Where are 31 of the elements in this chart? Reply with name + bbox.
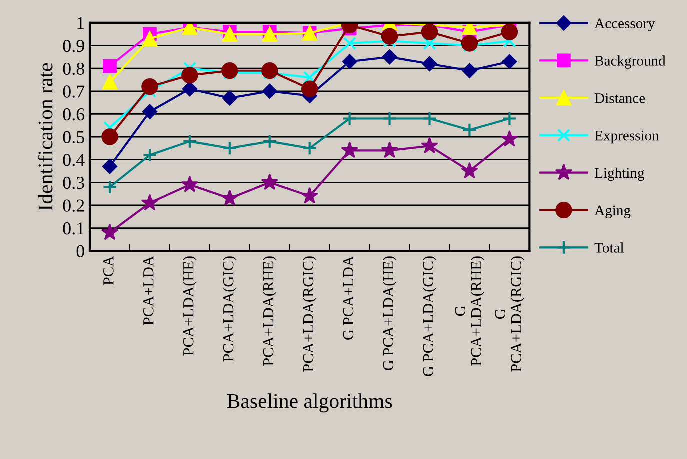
legend-label: Accessory bbox=[594, 18, 656, 32]
legend-label: Background bbox=[594, 56, 666, 69]
y-tick-label: 0.7 bbox=[63, 86, 85, 98]
y-tick-label: 0.9 bbox=[63, 40, 84, 52]
x-axis-title: Baseline algorithms bbox=[227, 394, 392, 413]
legend-label: Aging bbox=[594, 206, 631, 219]
legend-label: Lighting bbox=[594, 168, 645, 182]
y-tick-label: 0.1 bbox=[63, 222, 84, 235]
y-axis-title: Identification rate bbox=[38, 63, 53, 211]
y-tick-label: 0 bbox=[76, 245, 84, 258]
legend-label: Distance bbox=[594, 94, 646, 104]
y-tick-label: 0.2 bbox=[63, 200, 84, 212]
x-tick-label: G PCA+LDA(RHE) bbox=[455, 256, 485, 366]
legend-label: Expression bbox=[594, 130, 660, 144]
x-tick-label: PCA+LDA(RHE) bbox=[262, 256, 277, 366]
x-tick-label: G PCA+LDA bbox=[343, 256, 354, 340]
y-tick-label: 0.4 bbox=[63, 154, 85, 166]
y-tick-label: 0.8 bbox=[63, 62, 84, 76]
y-tick-label: 1 bbox=[78, 17, 84, 30]
y-tick-label: 0.6 bbox=[63, 108, 85, 121]
x-tick-label: PCA+LDA(RGIC) bbox=[302, 256, 317, 372]
x-tick-label: PCA+LDA bbox=[144, 256, 154, 326]
x-tick-label: PCA+LDA(HE) bbox=[182, 256, 197, 356]
x-tick-label: G PCA+LDA(RGIC) bbox=[495, 256, 525, 372]
y-tick-label: 0.5 bbox=[63, 131, 84, 144]
x-tick-label: PCA bbox=[104, 256, 114, 286]
x-tick-label: G PCA+LDA(GIC) bbox=[422, 256, 437, 376]
y-tick-label: 0.3 bbox=[63, 176, 84, 190]
x-tick-label: PCA+LDA(GIC) bbox=[222, 256, 237, 362]
legend-label: Total bbox=[594, 242, 624, 253]
x-tick-label: G PCA+LDA(HE) bbox=[382, 256, 397, 370]
